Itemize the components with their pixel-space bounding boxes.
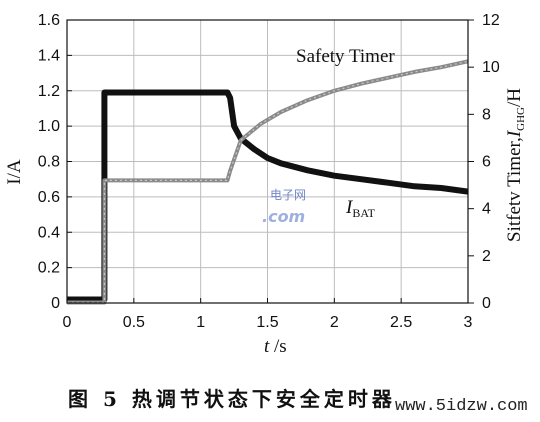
x-tick-label: 2 [330, 314, 339, 331]
y2-tick-label: 0 [482, 295, 491, 312]
x-tick-label: 2.5 [390, 314, 412, 331]
x-tick-label: 0.5 [123, 314, 145, 331]
y2-axis-label-main: Sitfetv Timer, [504, 137, 525, 242]
y2-tick-label: 10 [482, 59, 500, 76]
series-layer [67, 59, 469, 305]
watermark-site: www.5idzw.com [395, 397, 528, 416]
y-tick-label: 1.4 [38, 47, 60, 64]
x-axis-label-unit: /s [269, 336, 286, 357]
y2-axis-label: Sitfetv Timer,IGHG/H [504, 88, 527, 242]
y-tick-label: 1.2 [38, 83, 60, 100]
series-line-ibat [67, 89, 469, 303]
series-label-ibat-sub: BAT [352, 206, 375, 220]
x-axis-label: t /s [264, 336, 287, 357]
watermark-logo-text: 电子网 [270, 188, 306, 202]
x-axis-label-var: t [264, 336, 270, 357]
y2-tick-label: 4 [482, 201, 491, 218]
y-tick-label: 0.4 [38, 224, 60, 241]
grid [66, 19, 469, 304]
series-label-ibat: IBAT [345, 197, 376, 220]
y-tick-label: 0.6 [38, 189, 60, 206]
x-tick-label: 0 [63, 314, 72, 331]
y-tick-label: 1.6 [38, 12, 60, 29]
x-tick-label: 3 [464, 314, 473, 331]
y2-axis-label-tail: /H [504, 88, 525, 107]
x-tick-label: 1 [196, 314, 205, 331]
y2-tick-label: 6 [482, 154, 491, 171]
tick-labels: 00.20.40.60.81.01.21.41.60 0.5 1 1.5 2 2.5 302… [38, 12, 500, 331]
series-texture-safety-timer [67, 60, 469, 304]
y2-tick-label: 12 [482, 12, 500, 29]
watermark-logo-domain: .com [262, 207, 305, 226]
figure-caption: 图 5 热调节状态下安全定时器 [68, 387, 396, 411]
series-label-ibat-var: I [345, 197, 354, 218]
y-tick-label: 0 [51, 295, 60, 312]
x-tick-label: 1.5 [256, 314, 278, 331]
series-label-safety-timer: Safety Timer [296, 46, 395, 67]
y-axis-label: I/A [4, 159, 25, 185]
axes [66, 19, 474, 304]
y-tick-label: 1.0 [38, 118, 60, 135]
y2-axis-label-var: I [504, 129, 525, 138]
y2-tick-label: 8 [482, 106, 491, 123]
y2-tick-label: 2 [482, 248, 491, 265]
y-tick-label: 0.2 [38, 260, 60, 277]
y2-axis-label-sub: GHG [515, 107, 527, 131]
y-tick-label: 0.8 [38, 154, 60, 171]
